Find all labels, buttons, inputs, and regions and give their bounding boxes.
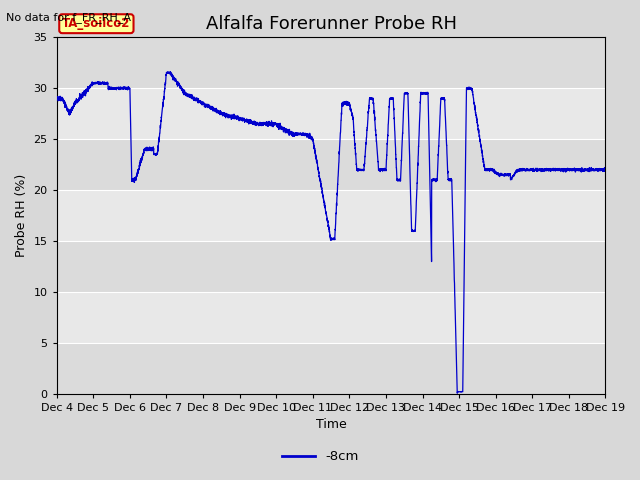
Bar: [57, 37, 605, 88]
X-axis label: Time: Time: [316, 419, 346, 432]
Y-axis label: Probe RH (%): Probe RH (%): [15, 174, 28, 257]
Bar: [57, 241, 605, 292]
Title: Alfalfa Forerunner Probe RH: Alfalfa Forerunner Probe RH: [205, 15, 456, 33]
Bar: [57, 343, 605, 394]
Legend: -8cm: -8cm: [276, 445, 364, 468]
Bar: [57, 139, 605, 190]
Text: TA_soilco2: TA_soilco2: [62, 17, 131, 30]
Text: No data for f_FR_RH_A: No data for f_FR_RH_A: [6, 12, 131, 23]
